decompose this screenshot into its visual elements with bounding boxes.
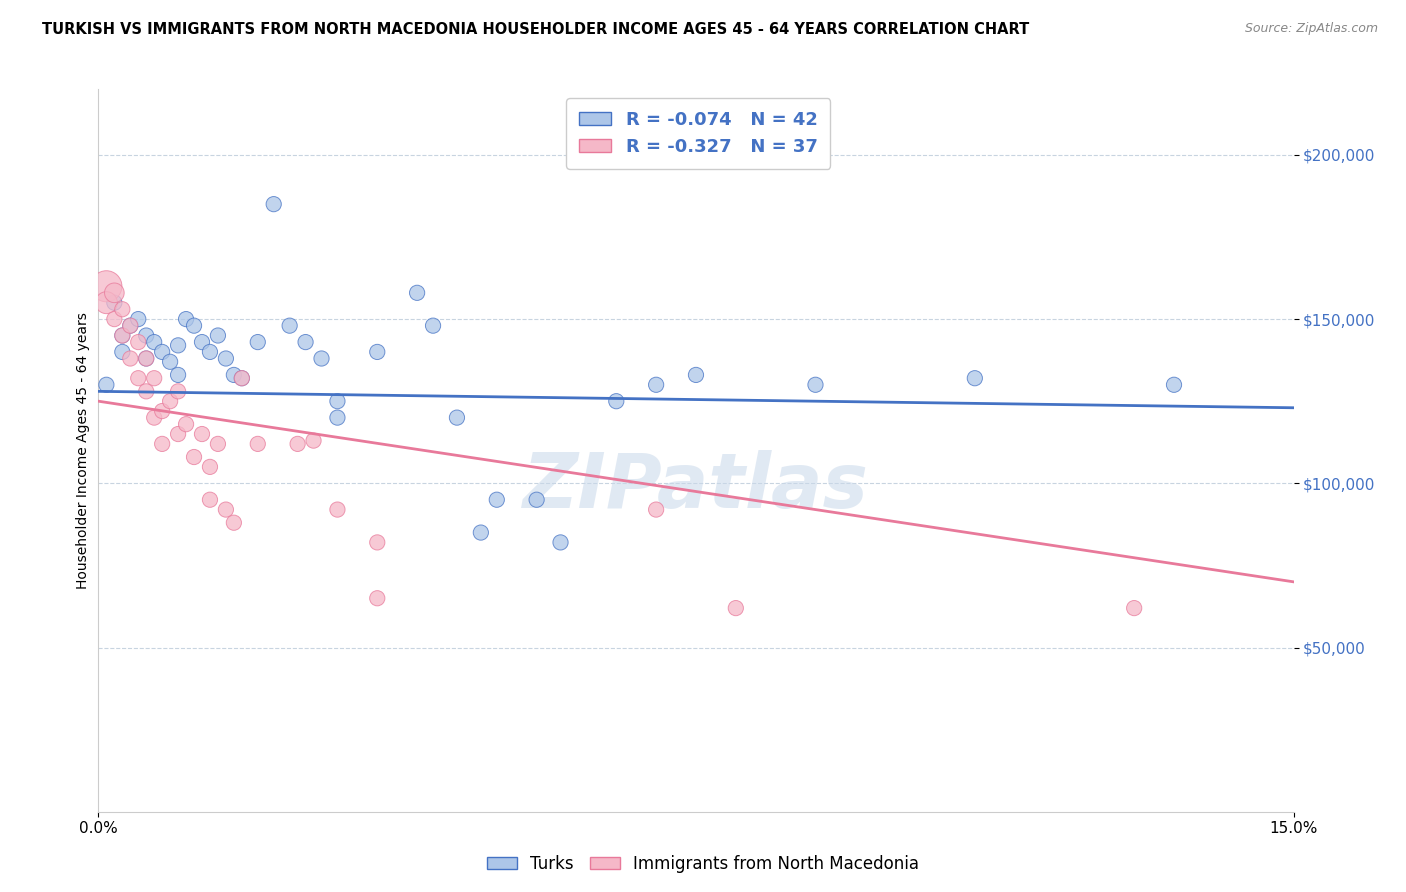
Point xyxy=(366,535,388,549)
Point xyxy=(311,351,333,366)
Point xyxy=(143,371,166,385)
Point xyxy=(685,368,707,382)
Point xyxy=(96,295,118,310)
Point xyxy=(167,427,190,442)
Point xyxy=(470,525,492,540)
Point xyxy=(135,328,157,343)
Point xyxy=(103,312,125,326)
Point xyxy=(167,384,190,399)
Point xyxy=(231,371,253,385)
Point xyxy=(111,328,134,343)
Point xyxy=(215,351,238,366)
Point xyxy=(127,334,149,349)
Y-axis label: Householder Income Ages 45 - 64 years: Householder Income Ages 45 - 64 years xyxy=(76,312,90,589)
Point xyxy=(167,338,190,352)
Point xyxy=(278,318,301,333)
Point xyxy=(804,377,827,392)
Legend: Turks, Immigrants from North Macedonia: Turks, Immigrants from North Macedonia xyxy=(479,848,927,880)
Point xyxy=(120,351,142,366)
Point xyxy=(183,318,205,333)
Point xyxy=(550,535,572,549)
Point xyxy=(207,328,229,343)
Point xyxy=(135,351,157,366)
Point xyxy=(198,492,221,507)
Point xyxy=(127,371,149,385)
Point xyxy=(135,384,157,399)
Point xyxy=(127,312,149,326)
Point xyxy=(645,502,668,516)
Point xyxy=(135,351,157,366)
Text: Source: ZipAtlas.com: Source: ZipAtlas.com xyxy=(1244,22,1378,36)
Point xyxy=(246,437,269,451)
Point xyxy=(287,437,309,451)
Point xyxy=(167,368,190,382)
Point xyxy=(143,334,166,349)
Point xyxy=(1163,377,1185,392)
Point xyxy=(96,279,118,293)
Point xyxy=(183,450,205,464)
Point xyxy=(111,302,134,317)
Point xyxy=(605,394,627,409)
Point xyxy=(526,492,548,507)
Point xyxy=(231,371,253,385)
Point xyxy=(143,410,166,425)
Point xyxy=(645,377,668,392)
Point xyxy=(174,417,197,432)
Point xyxy=(150,345,173,359)
Point xyxy=(406,285,429,300)
Point xyxy=(724,601,747,615)
Point xyxy=(963,371,986,385)
Point xyxy=(222,368,245,382)
Point xyxy=(222,516,245,530)
Point xyxy=(326,394,349,409)
Point xyxy=(111,345,134,359)
Point xyxy=(485,492,508,507)
Text: ZIPatlas: ZIPatlas xyxy=(523,450,869,524)
Point xyxy=(207,437,229,451)
Point xyxy=(150,404,173,418)
Point xyxy=(198,345,221,359)
Point xyxy=(96,377,118,392)
Point xyxy=(366,591,388,606)
Point xyxy=(198,459,221,474)
Point xyxy=(159,394,181,409)
Point xyxy=(215,502,238,516)
Point xyxy=(120,318,142,333)
Legend: R = -0.074   N = 42, R = -0.327   N = 37: R = -0.074 N = 42, R = -0.327 N = 37 xyxy=(567,98,831,169)
Point xyxy=(174,312,197,326)
Point xyxy=(191,427,214,442)
Point xyxy=(191,334,214,349)
Text: TURKISH VS IMMIGRANTS FROM NORTH MACEDONIA HOUSEHOLDER INCOME AGES 45 - 64 YEARS: TURKISH VS IMMIGRANTS FROM NORTH MACEDON… xyxy=(42,22,1029,37)
Point xyxy=(103,285,125,300)
Point xyxy=(1123,601,1146,615)
Point xyxy=(302,434,325,448)
Point xyxy=(103,295,125,310)
Point xyxy=(326,502,349,516)
Point xyxy=(294,334,316,349)
Point xyxy=(150,437,173,451)
Point xyxy=(446,410,468,425)
Point xyxy=(263,197,285,211)
Point xyxy=(111,328,134,343)
Point xyxy=(422,318,444,333)
Point xyxy=(246,334,269,349)
Point xyxy=(326,410,349,425)
Point xyxy=(366,345,388,359)
Point xyxy=(120,318,142,333)
Point xyxy=(159,355,181,369)
